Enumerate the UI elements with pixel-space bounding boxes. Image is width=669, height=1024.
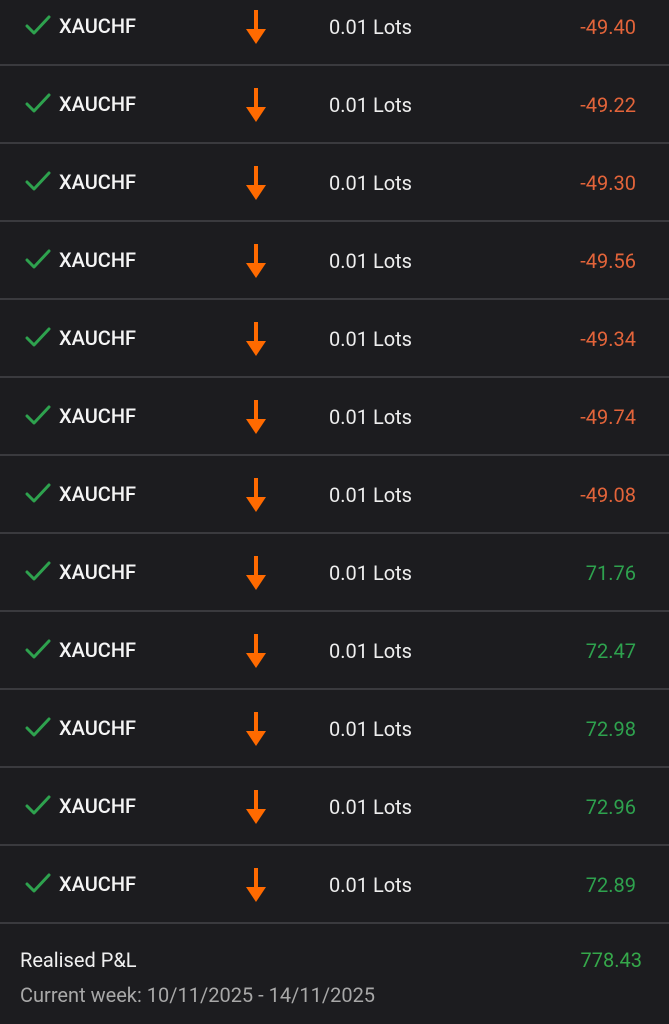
arrow-down-icon bbox=[246, 88, 266, 122]
trade-symbol: XAUCHF bbox=[59, 872, 137, 896]
arrow-down-icon bbox=[246, 478, 266, 512]
trade-row[interactable]: XAUCHF 0.01 Lots 71.76 bbox=[0, 534, 669, 612]
trade-symbol: XAUCHF bbox=[59, 404, 137, 428]
arrow-down-icon bbox=[246, 322, 266, 356]
trade-symbol: XAUCHF bbox=[59, 92, 137, 116]
trade-pnl: -49.22 bbox=[580, 93, 636, 117]
check-icon bbox=[25, 405, 51, 425]
trade-row[interactable]: XAUCHF 0.01 Lots -49.34 bbox=[0, 300, 669, 378]
trade-volume: 0.01 Lots bbox=[329, 405, 412, 429]
trade-row[interactable]: XAUCHF 0.01 Lots -49.56 bbox=[0, 222, 669, 300]
trade-row[interactable]: XAUCHF 0.01 Lots 72.96 bbox=[0, 768, 669, 846]
check-icon bbox=[25, 483, 51, 503]
check-icon bbox=[25, 249, 51, 269]
trade-row[interactable]: XAUCHF 0.01 Lots -49.40 bbox=[0, 0, 669, 66]
trade-volume: 0.01 Lots bbox=[329, 93, 412, 117]
trade-row[interactable]: XAUCHF 0.01 Lots -49.74 bbox=[0, 378, 669, 456]
arrow-down-icon bbox=[246, 244, 266, 278]
trade-row[interactable]: XAUCHF 0.01 Lots -49.08 bbox=[0, 456, 669, 534]
trade-pnl: -49.56 bbox=[580, 249, 636, 273]
trade-pnl: -49.34 bbox=[580, 327, 636, 351]
arrow-down-icon bbox=[246, 790, 266, 824]
trade-symbol: XAUCHF bbox=[59, 794, 137, 818]
trade-volume: 0.01 Lots bbox=[329, 717, 412, 741]
check-icon bbox=[25, 717, 51, 737]
check-icon bbox=[25, 327, 51, 347]
trade-pnl: 72.89 bbox=[585, 873, 636, 897]
trade-pnl: 72.96 bbox=[585, 795, 636, 819]
trade-row[interactable]: XAUCHF 0.01 Lots 72.89 bbox=[0, 846, 669, 924]
arrow-down-icon bbox=[246, 712, 266, 746]
trade-pnl: -49.08 bbox=[580, 483, 636, 507]
trade-pnl: 72.98 bbox=[585, 717, 636, 741]
check-icon bbox=[25, 561, 51, 581]
arrow-down-icon bbox=[246, 10, 266, 44]
trade-volume: 0.01 Lots bbox=[329, 639, 412, 663]
trade-row[interactable]: XAUCHF 0.01 Lots -49.22 bbox=[0, 66, 669, 144]
check-icon bbox=[25, 639, 51, 659]
trade-row[interactable]: XAUCHF 0.01 Lots 72.47 bbox=[0, 612, 669, 690]
realised-pnl-summary: Realised P&L 778.43 Current week: 10/11/… bbox=[0, 926, 669, 1024]
trade-volume: 0.01 Lots bbox=[329, 15, 412, 39]
period-label: Current week: 10/11/2025 - 14/11/2025 bbox=[20, 983, 376, 1007]
trade-symbol: XAUCHF bbox=[59, 716, 137, 740]
trade-symbol: XAUCHF bbox=[59, 482, 137, 506]
arrow-down-icon bbox=[246, 556, 266, 590]
arrow-down-icon bbox=[246, 400, 266, 434]
trade-pnl: -49.74 bbox=[580, 405, 636, 429]
trade-volume: 0.01 Lots bbox=[329, 327, 412, 351]
trade-volume: 0.01 Lots bbox=[329, 483, 412, 507]
trade-pnl: -49.30 bbox=[580, 171, 636, 195]
arrow-down-icon bbox=[246, 634, 266, 668]
trade-volume: 0.01 Lots bbox=[329, 873, 412, 897]
check-icon bbox=[25, 93, 51, 113]
trade-pnl: 72.47 bbox=[585, 639, 636, 663]
check-icon bbox=[25, 15, 51, 35]
trade-row[interactable]: XAUCHF 0.01 Lots -49.30 bbox=[0, 144, 669, 222]
trade-row[interactable]: XAUCHF 0.01 Lots 72.98 bbox=[0, 690, 669, 768]
trade-symbol: XAUCHF bbox=[59, 560, 137, 584]
check-icon bbox=[25, 171, 51, 191]
arrow-down-icon bbox=[246, 166, 266, 200]
arrow-down-icon bbox=[246, 868, 266, 902]
trade-symbol: XAUCHF bbox=[59, 326, 137, 350]
trade-pnl: 71.76 bbox=[585, 561, 636, 585]
trade-volume: 0.01 Lots bbox=[329, 171, 412, 195]
trade-symbol: XAUCHF bbox=[59, 638, 137, 662]
check-icon bbox=[25, 795, 51, 815]
realised-pnl-label: Realised P&L bbox=[20, 948, 137, 972]
trade-volume: 0.01 Lots bbox=[329, 795, 412, 819]
realised-pnl-value: 778.43 bbox=[580, 948, 642, 972]
trade-symbol: XAUCHF bbox=[59, 248, 137, 272]
trade-symbol: XAUCHF bbox=[59, 170, 137, 194]
trade-volume: 0.01 Lots bbox=[329, 249, 412, 273]
check-icon bbox=[25, 873, 51, 893]
trade-pnl: -49.40 bbox=[580, 15, 636, 39]
trade-volume: 0.01 Lots bbox=[329, 561, 412, 585]
trade-symbol: XAUCHF bbox=[59, 14, 137, 38]
trade-list: XAUCHF 0.01 Lots -49.40 XAUCHF 0.01 Lots -49.… bbox=[0, 0, 669, 924]
